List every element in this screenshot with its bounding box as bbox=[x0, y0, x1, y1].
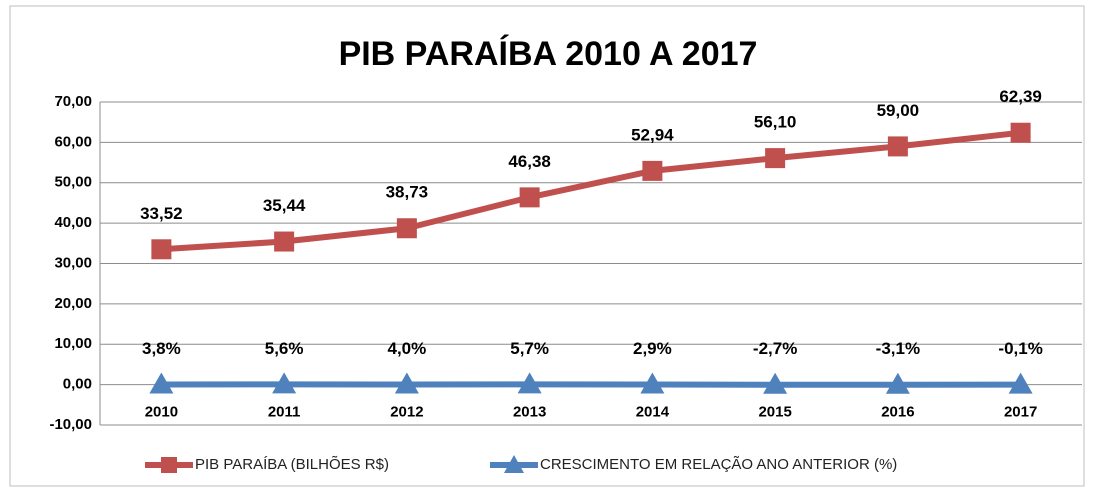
legend-label: PIB PARAÍBA (BILHÕES R$) bbox=[195, 456, 389, 473]
marker bbox=[274, 231, 295, 252]
x-tick-label: 2014 bbox=[636, 404, 670, 421]
data-label: 33,52 bbox=[140, 204, 183, 223]
marker bbox=[763, 372, 788, 394]
chart-title: PIB PARAÍBA 2010 A 2017 bbox=[339, 35, 758, 73]
data-label: -3,1% bbox=[876, 339, 920, 358]
x-tick-label: 2011 bbox=[268, 404, 301, 421]
data-label: -2,7% bbox=[753, 339, 797, 358]
data-label: 5,7% bbox=[510, 339, 549, 358]
marker bbox=[151, 239, 172, 260]
x-tick-label: 2016 bbox=[881, 404, 914, 421]
marker bbox=[149, 372, 174, 394]
y-tick-label: -10,00 bbox=[49, 416, 92, 433]
marker bbox=[272, 372, 297, 394]
legend-marker bbox=[504, 455, 524, 473]
data-label: 62,39 bbox=[999, 87, 1042, 106]
x-tick-label: 2012 bbox=[390, 404, 423, 421]
marker bbox=[1008, 372, 1033, 394]
y-tick-label: 30,00 bbox=[54, 254, 92, 271]
y-tick-label: 20,00 bbox=[54, 295, 92, 312]
marker bbox=[517, 372, 542, 394]
marker bbox=[642, 160, 663, 181]
data-label: 59,00 bbox=[877, 101, 920, 120]
x-tick-label: 2010 bbox=[145, 404, 178, 421]
y-tick-label: 0,00 bbox=[63, 376, 92, 393]
marker bbox=[519, 187, 540, 208]
legend-label: CRESCIMENTO EM RELAÇÃO ANO ANTERIOR (%) bbox=[540, 456, 897, 473]
marker bbox=[885, 372, 910, 394]
marker bbox=[1010, 122, 1031, 143]
marker bbox=[765, 148, 786, 169]
marker bbox=[887, 136, 908, 157]
y-tick-label: 40,00 bbox=[54, 214, 92, 231]
y-tick-label: 60,00 bbox=[54, 133, 92, 150]
data-label: -0,1% bbox=[998, 339, 1042, 358]
data-label: 52,94 bbox=[631, 125, 674, 144]
y-tick-label: 50,00 bbox=[54, 174, 92, 191]
x-tick-label: 2015 bbox=[758, 404, 791, 421]
x-tick-label: 2017 bbox=[1004, 404, 1037, 421]
x-tick-label: 2013 bbox=[513, 404, 546, 421]
marker bbox=[640, 372, 665, 394]
data-label: 4,0% bbox=[388, 339, 427, 358]
marker bbox=[394, 372, 419, 394]
data-label: 38,73 bbox=[386, 183, 429, 202]
marker bbox=[396, 218, 417, 239]
y-tick-label: 10,00 bbox=[54, 335, 92, 352]
data-label: 5,6% bbox=[265, 339, 304, 358]
y-tick-label: 70,00 bbox=[54, 93, 92, 110]
legend-marker bbox=[161, 457, 177, 473]
data-label: 2,9% bbox=[633, 339, 672, 358]
data-label: 46,38 bbox=[508, 152, 551, 171]
data-label: 35,44 bbox=[263, 196, 306, 215]
data-label: 56,10 bbox=[754, 113, 797, 132]
data-label: 3,8% bbox=[142, 339, 181, 358]
series-line bbox=[161, 129, 1021, 253]
